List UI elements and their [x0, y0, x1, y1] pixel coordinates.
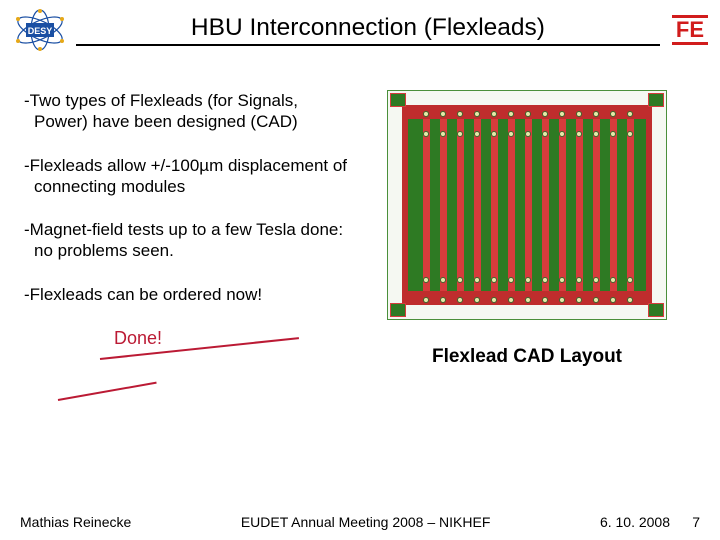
slide-footer: Mathias Reinecke EUDET Annual Meeting 20…	[0, 514, 720, 530]
bullet-list: -Two types of Flexleads (for Signals, Po…	[24, 90, 354, 368]
desy-logo: DESY	[12, 8, 68, 52]
cad-layout-image: 20.50mm	[387, 90, 667, 320]
page-number: 7	[670, 514, 700, 530]
slide-header: DESY HBU Interconnection (Flexleads) FE	[0, 0, 720, 56]
cad-caption: Flexlead CAD Layout	[432, 346, 622, 368]
bullet-item: -Flexleads allow +/-100µm displacement o…	[24, 155, 354, 198]
footer-date: 6. 10. 2008	[600, 514, 670, 530]
desy-logo-text: DESY	[28, 26, 53, 36]
strike-annotation	[58, 382, 157, 401]
cad-panel: 20.50mm Flexlead CAD Layout	[372, 90, 682, 368]
bullet-item: -Two types of Flexleads (for Signals, Po…	[24, 90, 354, 133]
fe-logo: FE	[672, 15, 708, 45]
slide-content: -Two types of Flexleads (for Signals, Po…	[0, 56, 720, 368]
footer-event: EUDET Annual Meeting 2008 – NIKHEF	[131, 514, 600, 530]
slide-title: HBU Interconnection (Flexleads)	[76, 14, 660, 46]
bullet-item: -Magnet-field tests up to a few Tesla do…	[24, 219, 354, 262]
footer-author: Mathias Reinecke	[20, 514, 131, 530]
bullet-item: -Flexleads can be ordered now!	[24, 284, 354, 305]
